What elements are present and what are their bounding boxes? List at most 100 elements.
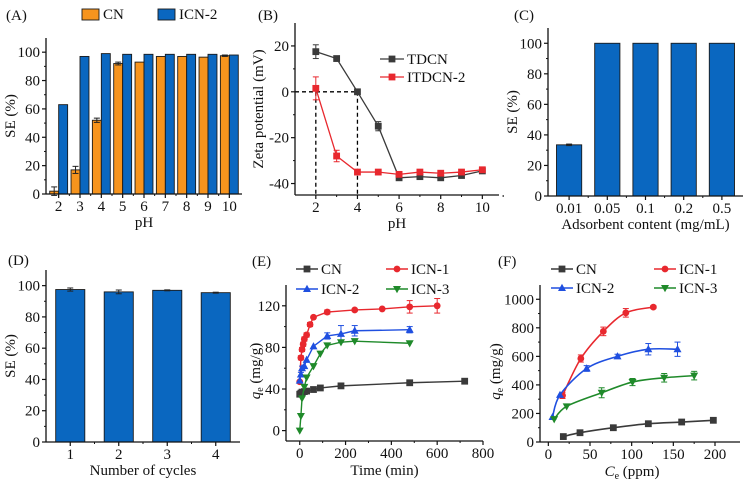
data-point xyxy=(433,302,441,310)
y-tick-label: 40 xyxy=(25,130,40,146)
legend-marker xyxy=(661,285,669,293)
data-point xyxy=(303,387,311,395)
fit-curve-icn-3 xyxy=(553,374,695,420)
bar-icn-2 xyxy=(186,53,197,195)
legend-marker xyxy=(393,265,401,273)
x-tick-label: 8 xyxy=(183,199,191,215)
data-point xyxy=(559,433,567,440)
data-point xyxy=(296,413,305,421)
y-tick-label: 80 xyxy=(265,340,280,356)
bar-icn-2 xyxy=(79,55,90,195)
data-point xyxy=(709,416,717,424)
bar-icn-2 xyxy=(122,53,133,195)
data-point xyxy=(458,168,465,176)
bar-icn-2 xyxy=(207,53,218,195)
y-tick-label: 0 xyxy=(33,187,41,203)
bar-se xyxy=(152,289,183,443)
data-point xyxy=(378,305,386,313)
data-point xyxy=(405,340,414,348)
y-axis-title-units: (mg/g) xyxy=(248,343,264,388)
x-tick-label: 0.5 xyxy=(713,201,732,217)
x-tick-label: 150 xyxy=(662,447,685,463)
legend-label: ICN-2 xyxy=(179,7,217,23)
panel-label: (D) xyxy=(8,253,29,269)
data-point xyxy=(437,174,445,182)
bar-se xyxy=(670,42,697,197)
legend-label: ICN-1 xyxy=(679,262,717,278)
panel-f: 0 200 400 600 800 1000 0 50 100 150 200 Ce (ppm) qe … xyxy=(488,254,740,482)
x-tick-label: 0.2 xyxy=(674,201,693,217)
x-tick-label: 9 xyxy=(204,199,212,215)
data-point xyxy=(678,418,686,426)
x-tick-label: 200 xyxy=(704,447,727,463)
x-tick-label: 10 xyxy=(475,200,490,216)
bar-cn xyxy=(177,55,188,195)
data-point xyxy=(333,55,341,62)
y-tick-label: 400 xyxy=(512,378,535,394)
y-axis-title: SE (%) xyxy=(505,90,521,134)
x-tick-label: 8 xyxy=(437,200,445,216)
y-tick-label: 20 xyxy=(274,39,289,55)
data-point xyxy=(556,390,564,398)
y-tick-label: 80 xyxy=(25,74,40,90)
data-point xyxy=(562,403,571,411)
x-tick-label: 0.1 xyxy=(636,201,655,217)
data-point xyxy=(337,382,345,390)
data-point xyxy=(374,168,382,176)
data-point xyxy=(609,424,617,432)
data-point xyxy=(416,173,424,181)
data-point xyxy=(673,345,682,353)
data-point xyxy=(577,355,585,362)
x-tick-label: 10 xyxy=(222,199,237,215)
y-axis-title-symbol: q xyxy=(248,391,264,399)
legend-label: ITDCN-2 xyxy=(407,70,465,86)
data-point xyxy=(336,339,345,347)
x-axis-title: Number of cycles xyxy=(90,463,197,479)
bar-icn-2 xyxy=(100,53,111,195)
legend-swatch-cn xyxy=(81,8,100,21)
data-point xyxy=(297,354,305,362)
data-point xyxy=(416,168,424,176)
x-tick-label: 100 xyxy=(620,447,643,463)
legend-label: ICN-3 xyxy=(411,282,449,298)
data-point xyxy=(333,152,341,160)
bar-cn xyxy=(155,55,166,195)
data-point xyxy=(354,168,361,176)
y-axis-title: Zeta potential (mV) xyxy=(251,49,267,168)
data-point xyxy=(309,342,318,350)
legend-label: CN xyxy=(576,262,597,278)
data-point xyxy=(303,331,311,339)
x-axis-title: Adsorbent content (mg/mL) xyxy=(561,217,729,233)
data-point xyxy=(622,309,630,317)
x-axis-title: Time (min) xyxy=(350,463,418,479)
data-point xyxy=(478,166,486,174)
bar-se xyxy=(632,42,659,197)
bar-cn xyxy=(134,61,145,195)
data-point xyxy=(351,306,359,314)
x-tick-label: 4 xyxy=(354,200,362,216)
bar-cn xyxy=(91,119,102,195)
data-point xyxy=(395,174,403,182)
x-tick-label: 2 xyxy=(55,199,63,215)
y-tick-label: 120 xyxy=(258,299,281,315)
y-tick-label: 80 xyxy=(25,310,40,326)
data-point xyxy=(299,340,307,348)
y-axis-title: SE (%) xyxy=(3,94,19,138)
y-axis-title: qe (mg/g) xyxy=(488,343,506,400)
panel-e: 0 40 80 120 0 200 400 600 800 Time (min) qe (mg/g)… xyxy=(248,254,494,479)
data-point xyxy=(350,338,359,346)
panel-b: -40 -20 0 20 2 4 6 8 10 pH Zeta potential (mV) (B) T… xyxy=(251,8,504,232)
series-line-icn-1 xyxy=(299,305,438,382)
data-point xyxy=(302,355,311,363)
x-axis-title-subscript: e xyxy=(615,471,620,482)
legend-marker xyxy=(558,283,566,291)
y-tick-label: 0 xyxy=(535,189,543,205)
panel-label: (C) xyxy=(514,8,534,24)
bar-icn-2 xyxy=(164,53,175,195)
bar-se xyxy=(55,289,86,443)
y-tick-label: 800 xyxy=(512,321,535,337)
x-tick-label: 50 xyxy=(583,447,598,463)
x-axis-title-units: (ppm) xyxy=(619,464,659,480)
y-tick-label: 20 xyxy=(527,158,542,174)
